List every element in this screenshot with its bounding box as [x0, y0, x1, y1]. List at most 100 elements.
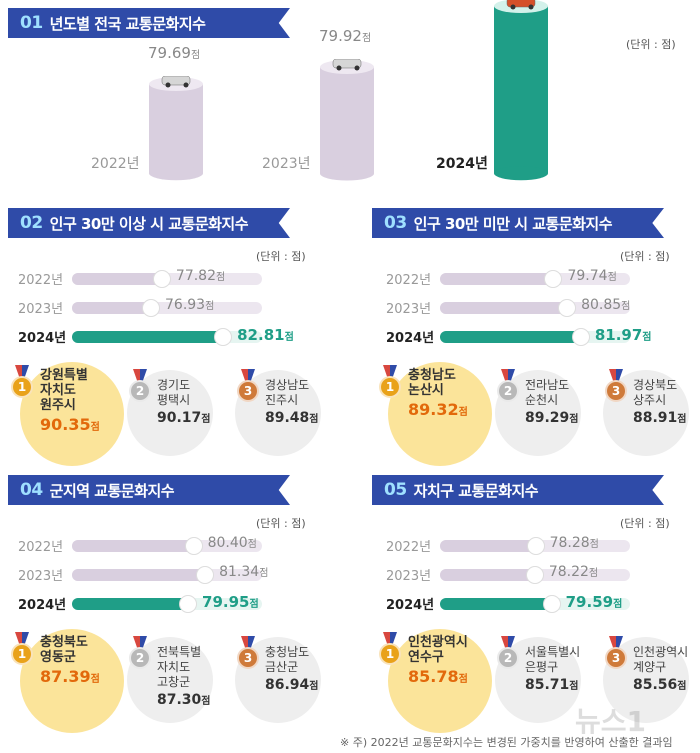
medal-ribbon [501, 369, 515, 381]
section-header-04: 04 군지역 교통문화지수 [8, 475, 290, 505]
year-label: 2022년 [18, 273, 64, 288]
ranking-name: 인천광역시 연수구 [408, 635, 468, 665]
cylinder-value: 79.69점 [148, 43, 201, 62]
year-label: 2023년 [386, 302, 432, 317]
unit-label: (단위 : 점) [620, 517, 670, 530]
medal-ribbon [383, 365, 397, 377]
ranking-name: 인천광역시 계양구 [633, 645, 689, 674]
year-label: 2023년 [18, 569, 64, 584]
year-label: 2024년 [386, 331, 435, 346]
medal-ribbon [15, 632, 29, 644]
ranking-name: 경상북도 상주시 [633, 378, 678, 407]
medal-ribbon [133, 369, 147, 381]
bar-end-dot [558, 299, 577, 317]
medal-icon-1: 1 [379, 376, 401, 398]
unit-label: (단위 : 점) [256, 250, 306, 263]
medal-icon-3: 3 [605, 380, 627, 402]
medal-icon-1: 1 [11, 643, 33, 665]
bar-end-dot [152, 270, 171, 288]
year-label: 2023년 [386, 569, 432, 584]
medal-icon-2: 2 [129, 647, 151, 669]
medal-ribbon [15, 365, 29, 377]
cylinder-bar [494, 0, 548, 180]
bar-value: 78.22점 [548, 564, 599, 580]
bar [72, 270, 171, 288]
ranking-value: 85.71점 [525, 677, 579, 693]
bar-value: 81.34점 [219, 564, 269, 580]
bar [440, 299, 577, 317]
bar-value: 77.82점 [175, 268, 226, 284]
year-label: 2022년 [386, 540, 432, 555]
medal-icon-3: 3 [237, 647, 259, 669]
section-number: 05 [384, 480, 407, 500]
medal-icon-3: 3 [237, 380, 259, 402]
section-title: 인구 30만 이상 시 교통문화지수 [49, 214, 249, 233]
section-header-02: 02 인구 30만 이상 시 교통문화지수 [8, 208, 290, 238]
medal-ribbon [133, 636, 147, 648]
bar [440, 537, 545, 555]
ranking-value: 90.35점 [40, 415, 100, 434]
medal-ribbon [609, 636, 623, 648]
ranking-value: 89.32점 [408, 400, 468, 419]
ranking-value: 87.30점 [157, 692, 211, 708]
bar-value: 79.59점 [565, 593, 623, 611]
ranking-value: 85.56점 [633, 677, 687, 693]
bar [72, 299, 160, 317]
ranking-name: 충청남도 금산군 [265, 645, 310, 674]
bar-end-dot [526, 537, 545, 555]
medal-icon-3: 3 [605, 647, 627, 669]
bar-end-dot [142, 299, 160, 317]
section-number: 04 [20, 480, 43, 500]
section-header-01: 01 년도별 전국 교통문화지수 [8, 8, 290, 38]
medal-icon-1: 1 [11, 376, 33, 398]
bar [440, 328, 590, 346]
section-number: 01 [20, 13, 43, 33]
ranking-name: 충청북도 영동군 [40, 635, 88, 665]
bar [440, 270, 563, 288]
ranking-name: 충청남도 논산시 [408, 368, 456, 398]
medal-icon-2: 2 [497, 380, 519, 402]
section-title: 인구 30만 미만 시 교통문화지수 [413, 214, 613, 233]
medal-ribbon [241, 636, 255, 648]
unit-label: (단위 : 점) [256, 517, 306, 530]
ranking-name: 전라남도 순천시 [525, 378, 570, 407]
medal-ribbon [609, 369, 623, 381]
bar-value: 80.40점 [207, 535, 257, 551]
ranking-name: 전북특별 자치도 고창군 [157, 645, 202, 689]
bar-end-dot [214, 328, 233, 346]
watermark: 뉴스1 [575, 705, 647, 738]
unit-label: (단위 : 점) [620, 250, 670, 263]
bar-end-dot [184, 537, 203, 555]
bar [72, 537, 203, 555]
bar-value: 80.85점 [581, 297, 631, 313]
ranking-circle [388, 629, 492, 733]
year-label: 2022년 [386, 273, 432, 288]
ranking-value: 89.48점 [265, 410, 319, 426]
year-label: 2023년 [262, 156, 311, 172]
ranking-name: 경기도 평택시 [157, 378, 191, 407]
bar-value: 76.93점 [165, 297, 215, 313]
year-label: 2024년 [18, 331, 67, 346]
section-title: 자치구 교통문화지수 [413, 481, 539, 500]
medal-icon-2: 2 [497, 647, 519, 669]
year-label: 2024년 [18, 598, 67, 613]
cylinder-value: 79.92점 [319, 26, 372, 45]
bar-end-dot [544, 270, 563, 288]
bar [72, 566, 215, 584]
ranking-value: 90.17점 [157, 410, 211, 426]
ranking-circle [388, 362, 492, 466]
medal-ribbon [241, 369, 255, 381]
bar-end-dot [571, 328, 590, 346]
bar [440, 566, 544, 584]
section-header-05: 05 자치구 교통문화지수 [372, 475, 664, 505]
year-label: 2022년 [91, 156, 140, 172]
ranking-value: 87.39점 [40, 667, 100, 686]
bar [72, 595, 198, 613]
cylinder-bar [320, 58, 374, 180]
bar-end-dot [196, 566, 215, 584]
section-number: 03 [384, 213, 407, 233]
bar-end-dot [542, 595, 561, 613]
year-label: 2022년 [18, 540, 64, 555]
bar-end-dot [179, 595, 198, 613]
bar [440, 595, 561, 613]
